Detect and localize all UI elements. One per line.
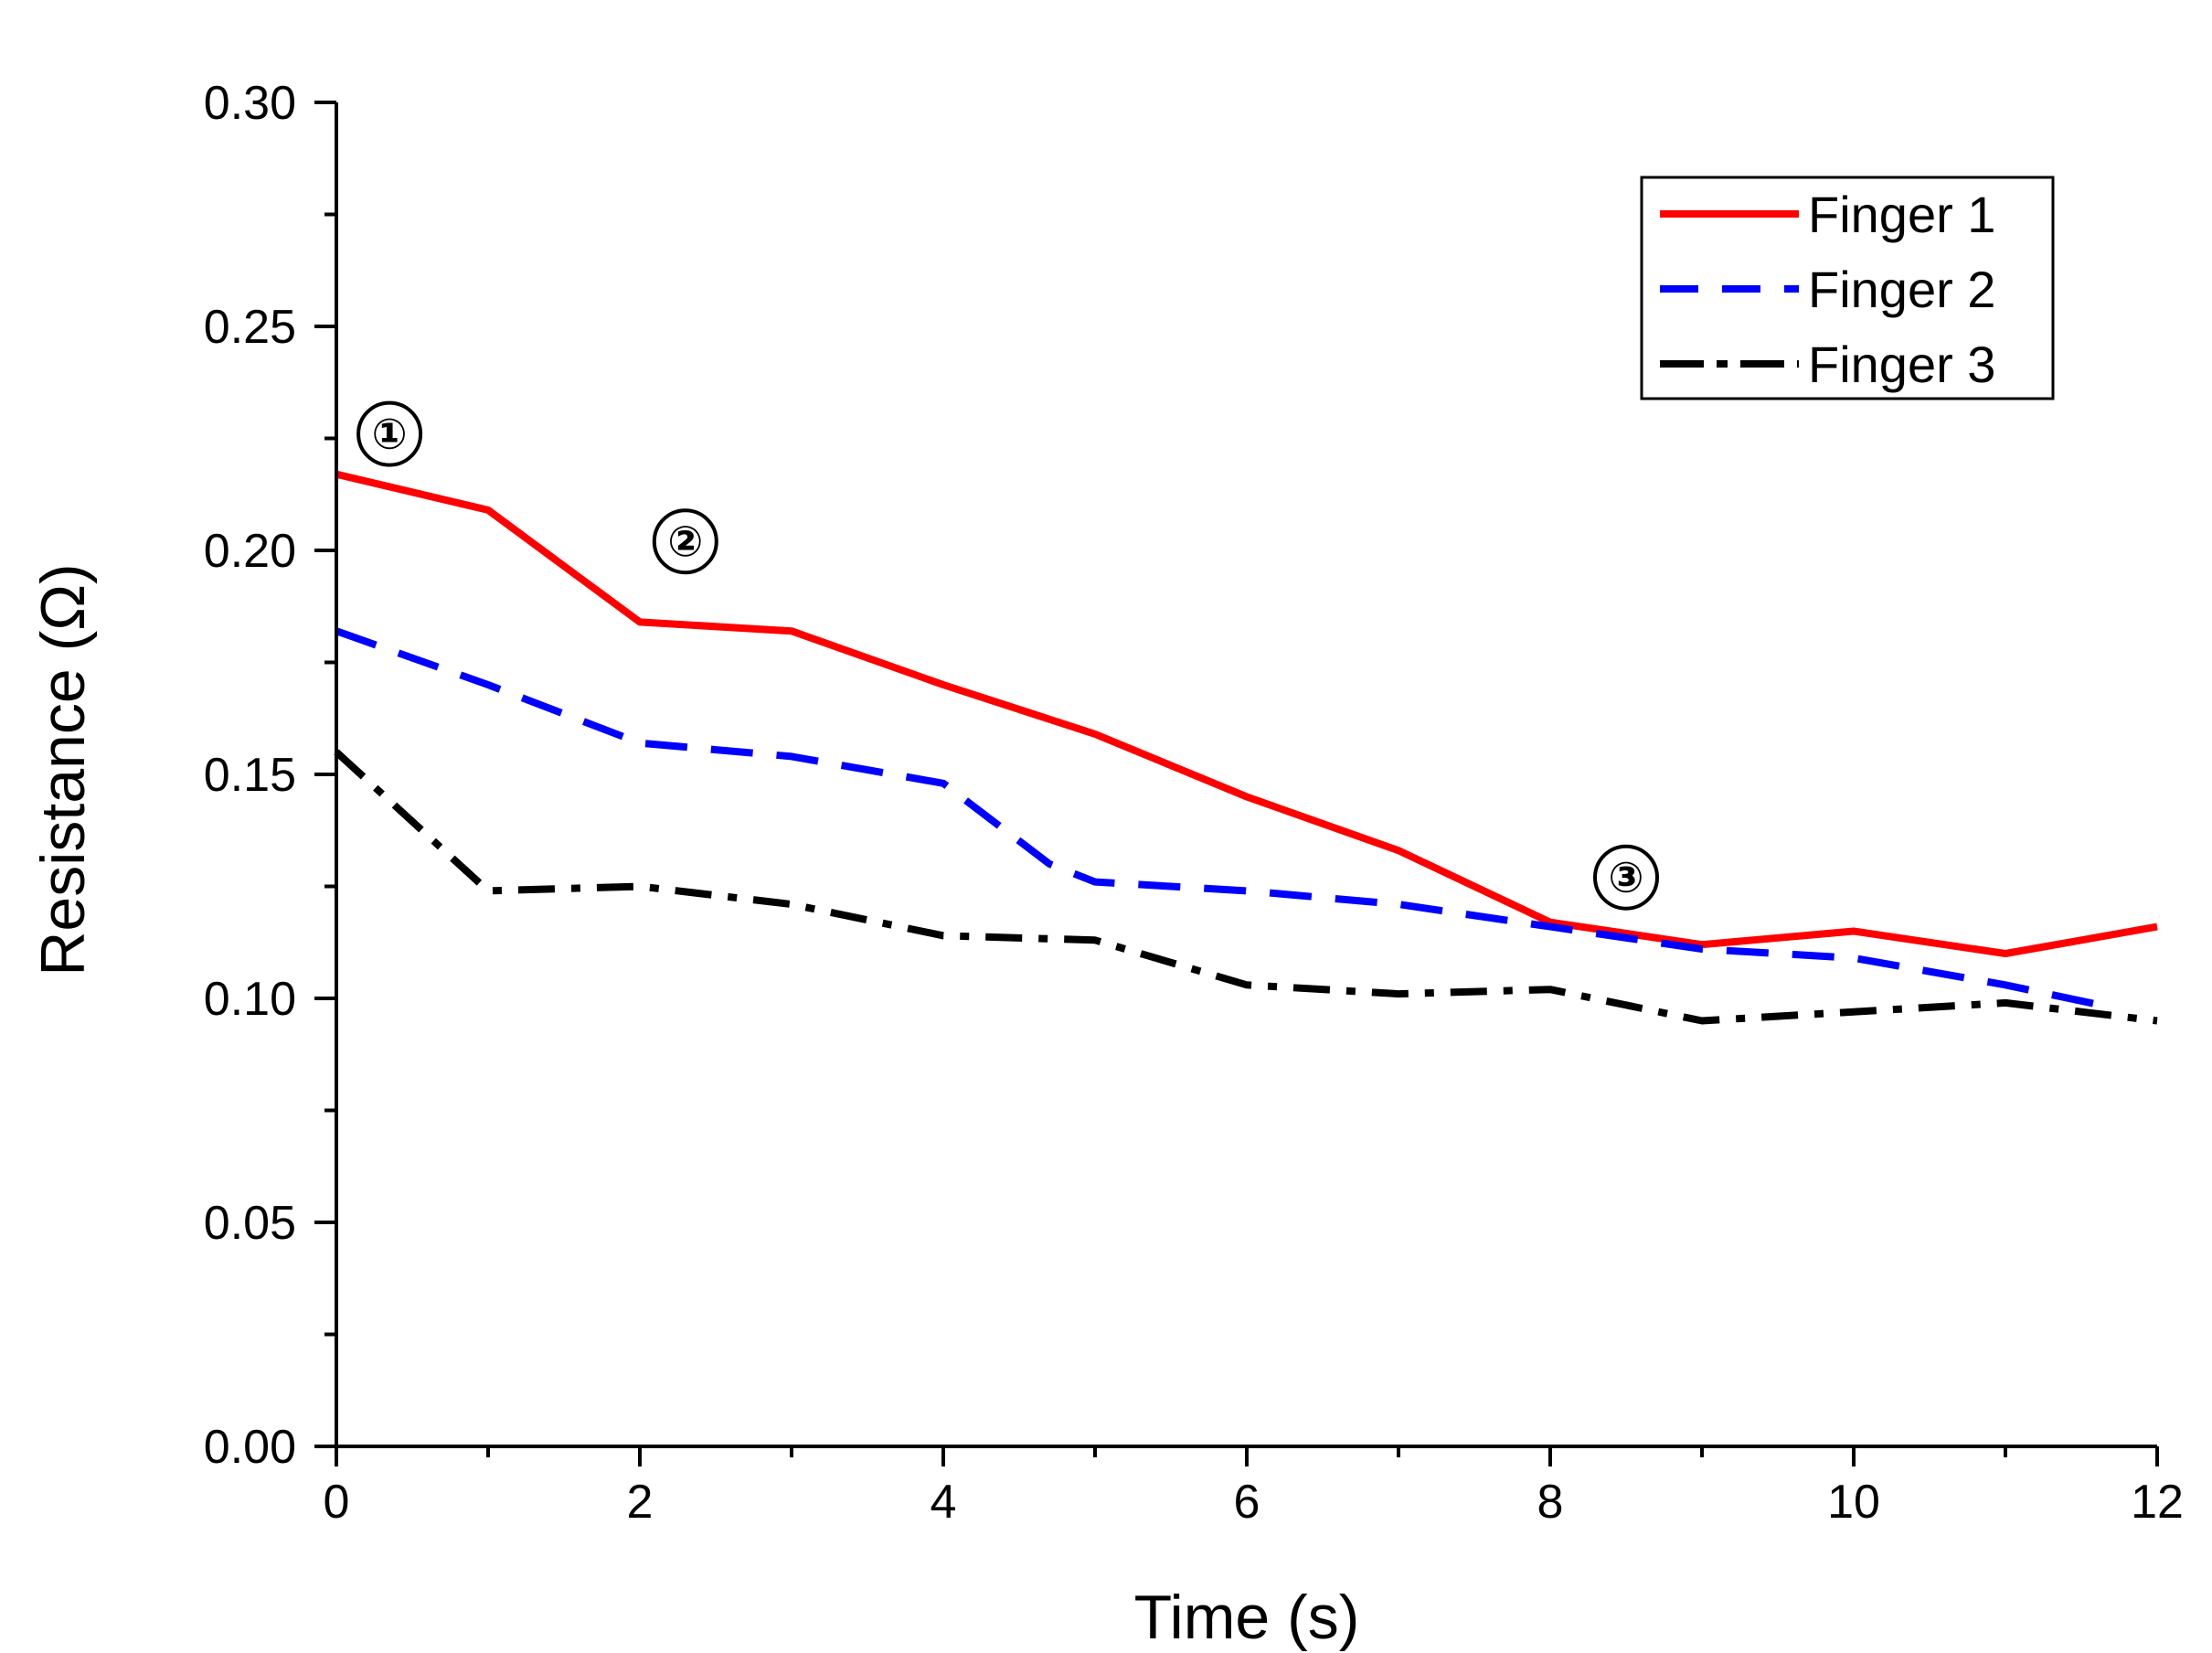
- annotation-circle-3: [1593, 844, 1659, 911]
- x-tick-label: 12: [2131, 1476, 2184, 1529]
- axes: 0 2 4 6 8 10 12 0.00 0.05 0.10 0.15 0.20 0.25 0.30 Tim…: [28, 77, 2184, 1652]
- annotation-label-1: ①: [372, 410, 408, 459]
- y-tick-label: 0.15: [204, 749, 296, 802]
- annotation-label-2: ②: [667, 517, 703, 566]
- legend-label-finger-1: Finger 1: [1808, 186, 1995, 243]
- x-tick-label: 8: [1537, 1476, 1564, 1529]
- x-tick-label: 10: [1827, 1476, 1880, 1529]
- x-axis-title: Time (s): [1134, 1583, 1360, 1652]
- y-axis-title: Resistance (Ω): [28, 563, 98, 976]
- y-tick-label: 0.10: [204, 973, 296, 1026]
- legend-label-finger-2: Finger 2: [1808, 261, 1995, 318]
- series-line-finger-1: [335, 470, 2158, 957]
- annotations: ① ② ③: [356, 400, 1659, 911]
- y-tick-label: 0.00: [204, 1421, 296, 1474]
- x-tick-label: 0: [324, 1476, 350, 1529]
- series-line-finger-3: [334, 749, 2158, 1025]
- plot-area: [334, 470, 2158, 1025]
- x-tick-label: 4: [931, 1476, 957, 1529]
- y-tick-label: 0.25: [204, 301, 296, 354]
- annotation-circle-1: [356, 400, 423, 467]
- y-tick-label: 0.30: [204, 77, 296, 130]
- y-tick-label: 0.20: [204, 525, 296, 578]
- x-tick-label: 2: [627, 1476, 654, 1529]
- annotation-label-3: ③: [1609, 853, 1644, 902]
- y-tick-label: 0.05: [204, 1197, 296, 1250]
- x-tick-label: 6: [1234, 1476, 1260, 1529]
- series-line-finger-2: [335, 627, 2113, 1011]
- legend: Finger 1 Finger 2 Finger 3: [1640, 176, 2055, 400]
- legend-label-finger-3: Finger 3: [1808, 336, 1995, 393]
- annotation-circle-2: [652, 508, 718, 575]
